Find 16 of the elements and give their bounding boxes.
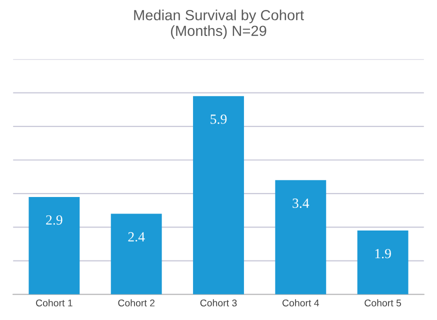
bar — [357, 230, 408, 294]
bar — [110, 214, 162, 294]
data-label: 2.9 — [46, 215, 62, 225]
data-label: 1.9 — [375, 248, 391, 258]
x-tick-label: Cohort 5 — [364, 299, 402, 306]
bar — [275, 180, 326, 294]
data-label: 5.9 — [210, 114, 227, 124]
x-tick-label: Cohort 2 — [118, 299, 154, 306]
bar — [193, 96, 244, 294]
x-tick-label: Cohort 1 — [36, 299, 72, 306]
bar — [28, 196, 80, 294]
x-tick-label: Cohort 4 — [282, 299, 320, 306]
chart-title: Median Survival by Cohort (Months) N=29 — [134, 10, 304, 39]
data-label: 3.4 — [292, 198, 310, 208]
x-tick-label: Cohort 3 — [200, 299, 237, 306]
data-label: 2.4 — [128, 232, 145, 242]
